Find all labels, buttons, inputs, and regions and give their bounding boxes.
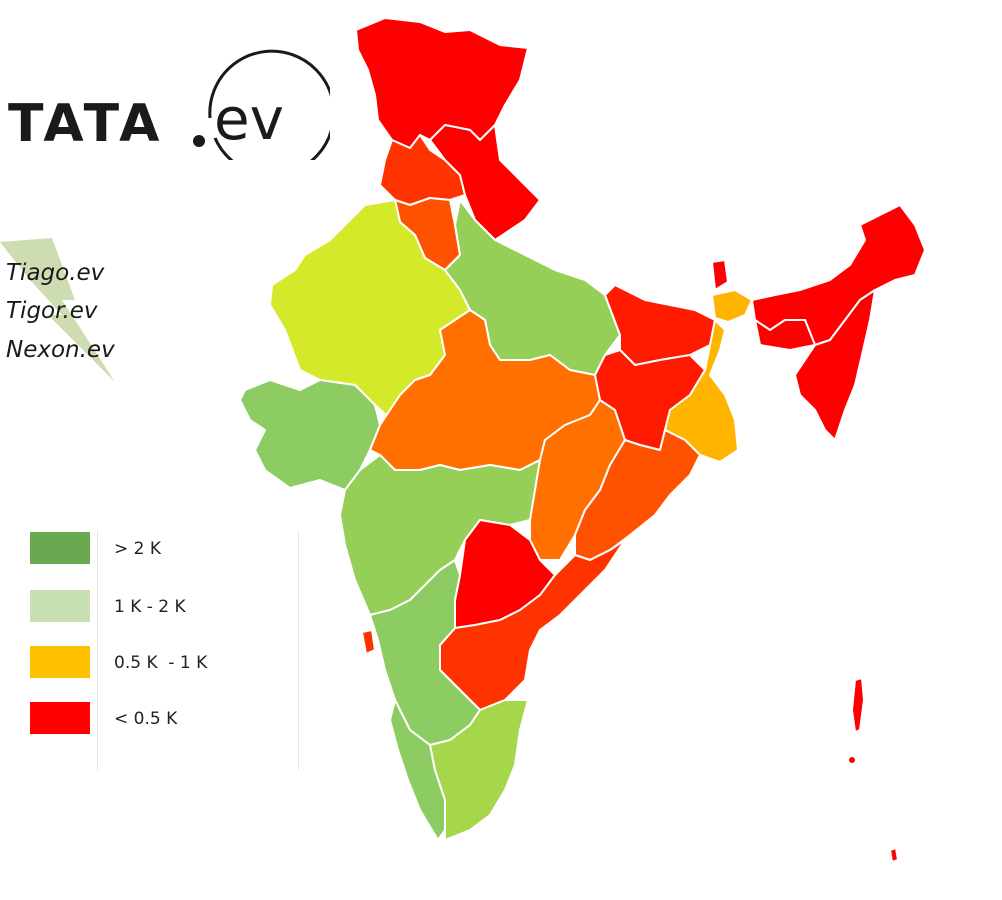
legend-label: 0.5 K - 1 K <box>114 653 208 673</box>
region-sikkim <box>711 259 729 291</box>
region-andaman-south <box>849 757 855 763</box>
legend-divider-left <box>97 530 98 770</box>
region-maharashtra <box>339 454 541 616</box>
region-north-bengal <box>711 289 753 323</box>
legend-item-above-2k: > 2 K <box>30 532 290 566</box>
legend-swatch <box>30 532 90 564</box>
region-uttarakhand <box>429 124 541 241</box>
legend-label: > 2 K <box>114 539 162 559</box>
region-nicobar-islands <box>889 847 899 863</box>
model-list: Tiago.ev Tigor.ev Nexon.ev <box>0 230 160 390</box>
region-meghalaya <box>754 319 816 351</box>
region-goa <box>361 629 376 655</box>
legend-swatch <box>30 702 90 734</box>
map-legend: > 2 K 1 K - 2 K 0.5 K - 1 K < 0.5 K <box>0 520 320 780</box>
region-manipur-mizoram <box>794 289 876 441</box>
legend-label: < 0.5 K <box>114 709 178 729</box>
logo-sub: ev <box>214 85 285 153</box>
lightning-bolt-icon <box>0 238 115 382</box>
legend-swatch <box>30 590 90 622</box>
region-himachal <box>379 134 466 206</box>
logo-dot-icon <box>193 135 205 147</box>
legend-divider-right <box>298 530 299 770</box>
region-andhra-pradesh <box>439 539 626 711</box>
region-tamil-nadu <box>429 699 529 841</box>
legend-swatch <box>30 646 90 678</box>
region-kerala <box>389 699 446 841</box>
model-tiago: Tiago.ev <box>6 260 105 286</box>
logo-ring-icon <box>208 49 330 160</box>
legend-item-0-5k-1k: 0.5 K - 1 K <box>30 646 290 680</box>
model-tigor: Tigor.ev <box>6 298 98 324</box>
model-nexon: Nexon.ev <box>6 337 115 363</box>
legend-item-1k-2k: 1 K - 2 K <box>30 590 290 624</box>
tata-ev-logo: TATA ev <box>0 30 330 160</box>
region-west-bengal <box>664 319 739 463</box>
region-andaman-islands <box>851 677 865 733</box>
region-odisha <box>574 429 701 561</box>
legend-item-below-0-5k: < 0.5 K <box>30 702 290 736</box>
legend-label: 1 K - 2 K <box>114 597 186 617</box>
logo-brand: TATA <box>8 94 164 154</box>
